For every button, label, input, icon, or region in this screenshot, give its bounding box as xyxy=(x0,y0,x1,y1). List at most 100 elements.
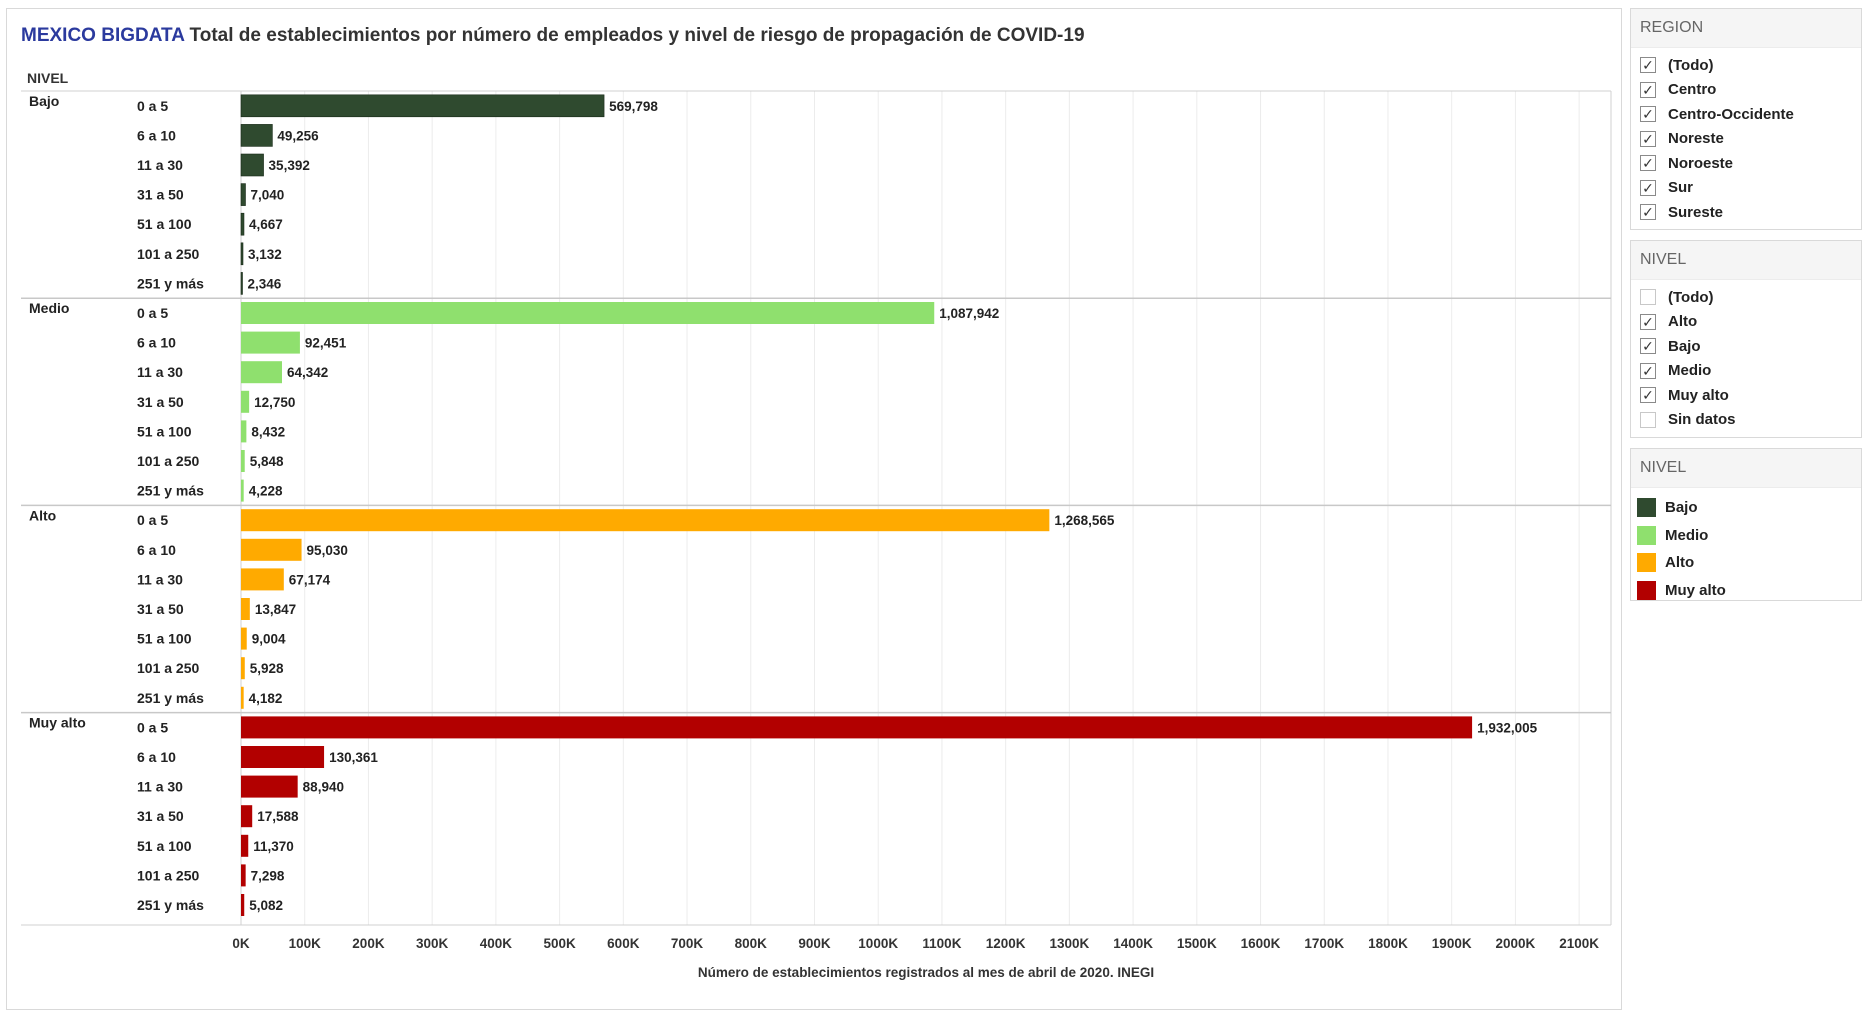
data-label: 2,346 xyxy=(248,276,282,291)
x-tick-label: 900K xyxy=(798,936,831,951)
checkbox-checked-icon[interactable]: ✓ xyxy=(1640,57,1656,74)
checkbox-checked-icon[interactable]: ✓ xyxy=(1640,81,1656,98)
nivel-filter-item[interactable]: ✓ Medio xyxy=(1631,359,1861,384)
data-label: 3,132 xyxy=(248,247,282,262)
region-filter-item[interactable]: ✓ Noroeste xyxy=(1631,151,1861,176)
data-label: 64,342 xyxy=(287,365,328,380)
region-filter-item-label: (Todo) xyxy=(1668,56,1714,74)
data-label: 8,432 xyxy=(251,424,285,439)
region-filter-panel: REGION ✓ (Todo) ✓ Centro ✓ Centro-Occidente ✓ N… xyxy=(1630,8,1862,230)
checkbox-checked-icon[interactable]: ✓ xyxy=(1640,155,1656,172)
data-label: 1,932,005 xyxy=(1477,720,1538,735)
data-label: 130,361 xyxy=(329,750,378,765)
category-label: 0 a 5 xyxy=(137,305,168,321)
category-label: 11 a 30 xyxy=(137,364,183,380)
region-filter-list: ✓ (Todo) ✓ Centro ✓ Centro-Occidente ✓ Noreste ✓… xyxy=(1631,48,1861,225)
region-filter-item[interactable]: ✓ Sureste xyxy=(1631,200,1861,225)
category-label: 101 a 250 xyxy=(137,246,199,262)
bar xyxy=(241,420,247,443)
x-tick-label: 700K xyxy=(671,936,704,951)
category-label: 6 a 10 xyxy=(137,542,176,558)
bar xyxy=(241,361,282,384)
checkbox-checked-icon[interactable]: ✓ xyxy=(1640,362,1656,379)
nivel-filter-item-label: Sin datos xyxy=(1668,411,1736,429)
bar xyxy=(241,686,244,709)
data-label: 7,298 xyxy=(251,868,285,883)
x-tick-label: 1400K xyxy=(1113,936,1153,951)
group-label: Medio xyxy=(29,300,69,316)
nivel-filter-item[interactable]: Sin datos xyxy=(1631,408,1861,433)
data-label: 4,667 xyxy=(249,217,283,232)
x-axis-title: Número de establecimientos registrados a… xyxy=(698,965,1154,980)
category-label: 251 y más xyxy=(137,483,204,499)
category-label: 31 a 50 xyxy=(137,394,184,410)
category-label: 11 a 30 xyxy=(137,779,183,795)
nivel-filter-title: NIVEL xyxy=(1631,241,1861,280)
data-label: 4,228 xyxy=(249,484,283,499)
data-label: 7,040 xyxy=(250,188,284,203)
checkbox-checked-icon[interactable]: ✓ xyxy=(1640,179,1656,196)
checkbox-unchecked-icon[interactable] xyxy=(1640,289,1656,306)
nivel-filter-item-label: (Todo) xyxy=(1668,288,1714,306)
nivel-filter-item[interactable]: ✓ Muy alto xyxy=(1631,383,1861,408)
region-filter-item[interactable]: ✓ Noreste xyxy=(1631,127,1861,152)
nivel-filter-item[interactable]: ✓ Alto xyxy=(1631,310,1861,335)
bar xyxy=(241,775,298,798)
category-label: 6 a 10 xyxy=(137,335,176,351)
bar xyxy=(240,153,264,177)
bar xyxy=(241,568,284,591)
checkbox-checked-icon[interactable]: ✓ xyxy=(1640,106,1656,123)
nivel-filter-item[interactable]: (Todo) xyxy=(1631,285,1861,310)
bar xyxy=(240,183,246,206)
region-filter-title: REGION xyxy=(1631,9,1861,48)
region-filter-item-label: Centro xyxy=(1668,81,1717,99)
legend-item[interactable]: Medio xyxy=(1631,522,1861,550)
chart-panel: NIVEL Bajo 0 a 5 569,798 6 a 10 49,256 11 a 30… xyxy=(6,8,1622,1010)
data-label: 49,256 xyxy=(277,128,319,143)
bar xyxy=(241,598,250,620)
category-label: 0 a 5 xyxy=(137,98,168,114)
nivel-filter-item[interactable]: ✓ Bajo xyxy=(1631,334,1861,359)
checkbox-checked-icon[interactable]: ✓ xyxy=(1640,387,1656,404)
region-filter-item-label: Centro-Occidente xyxy=(1668,105,1794,123)
legend-item[interactable]: Bajo xyxy=(1631,494,1861,522)
category-label: 6 a 10 xyxy=(137,749,176,765)
bar xyxy=(241,716,1473,739)
legend-item-label: Bajo xyxy=(1665,499,1698,517)
x-tick-label: 100K xyxy=(289,936,322,951)
bar xyxy=(241,627,247,650)
legend-list: Bajo Medio Alto Muy alto xyxy=(1631,488,1861,604)
x-tick-label: 2100K xyxy=(1559,936,1599,951)
category-label: 251 y más xyxy=(137,897,204,913)
legend-item[interactable]: Alto xyxy=(1631,549,1861,577)
x-tick-label: 0K xyxy=(232,936,250,951)
data-label: 1,268,565 xyxy=(1054,513,1115,528)
legend-item[interactable]: Muy alto xyxy=(1631,577,1861,605)
checkbox-checked-icon[interactable]: ✓ xyxy=(1640,338,1656,355)
region-filter-item[interactable]: ✓ Centro xyxy=(1631,78,1861,103)
region-filter-item[interactable]: ✓ (Todo) xyxy=(1631,53,1861,78)
checkbox-unchecked-icon[interactable] xyxy=(1640,411,1656,428)
bar xyxy=(240,272,243,295)
region-filter-item[interactable]: ✓ Centro-Occidente xyxy=(1631,102,1861,127)
legend-swatch xyxy=(1637,525,1656,545)
bar xyxy=(241,894,245,916)
checkbox-checked-icon[interactable]: ✓ xyxy=(1640,130,1656,147)
region-filter-item[interactable]: ✓ Sur xyxy=(1631,176,1861,201)
checkbox-checked-icon[interactable]: ✓ xyxy=(1640,204,1656,221)
region-filter-item-label: Noroeste xyxy=(1668,154,1734,172)
data-label: 17,588 xyxy=(257,809,299,824)
category-label: 31 a 50 xyxy=(137,808,184,824)
x-tick-label: 200K xyxy=(352,936,385,951)
bar xyxy=(241,302,935,324)
bar xyxy=(240,124,273,147)
nivel-filter-item-label: Medio xyxy=(1668,362,1712,380)
category-label: 11 a 30 xyxy=(137,157,183,173)
bar xyxy=(241,390,250,413)
x-tick-label: 400K xyxy=(480,936,513,951)
x-tick-label: 2000K xyxy=(1496,936,1536,951)
checkbox-checked-icon[interactable]: ✓ xyxy=(1640,313,1656,330)
legend-swatch xyxy=(1637,580,1656,600)
x-tick-label: 1300K xyxy=(1049,936,1089,951)
category-label: 31 a 50 xyxy=(137,187,184,203)
